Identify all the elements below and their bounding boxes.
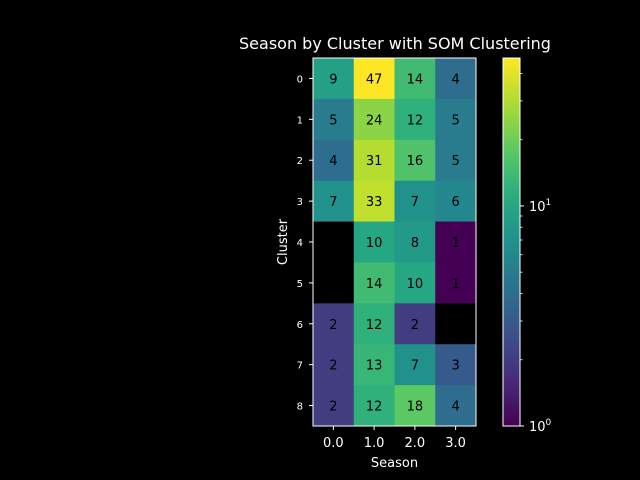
x-tick-label: 2.0	[405, 436, 426, 451]
cell-value-label: 2	[329, 318, 337, 333]
cell-value-label: 16	[407, 154, 424, 169]
heatmap-cell	[435, 180, 477, 223]
cell-value-label: 1	[451, 236, 459, 251]
heatmap-cell	[353, 221, 395, 263]
x-axis-label: Season	[371, 456, 418, 471]
heatmap-cell	[435, 221, 477, 263]
heatmap-cell	[313, 98, 355, 141]
heatmap-cell	[353, 180, 395, 223]
heatmap-cell	[394, 303, 436, 345]
cell-value-label: 10	[407, 277, 424, 292]
heatmap-cell	[435, 303, 477, 345]
heatmap-cell	[394, 262, 436, 304]
heatmap-cell	[435, 344, 477, 386]
cell-value-label: 24	[366, 113, 383, 128]
heatmap-cell	[394, 385, 436, 427]
cell-value-label: 7	[329, 195, 337, 210]
heatmap-cell	[394, 344, 436, 386]
cell-value-label: 2	[329, 400, 337, 415]
colorbar-axis: 100 101	[520, 73, 552, 435]
y-tick-label: 8	[297, 402, 303, 413]
y-tick-label: 4	[297, 238, 303, 249]
y-tick-label: 5	[297, 279, 303, 290]
x-tick-label: 0.0	[323, 436, 344, 451]
heatmap-cell	[435, 58, 477, 100]
heatmap-cell	[353, 344, 395, 386]
y-tick-label: 1	[297, 115, 303, 126]
cell-value-label: 4	[451, 72, 459, 87]
cell-value-label: 5	[451, 113, 459, 128]
y-axis: 0 1 2 3 4 5 6 7 8	[297, 74, 313, 413]
cell-value-label: 1	[451, 277, 459, 292]
cell-value-label: 9	[329, 72, 337, 87]
heatmap-cell	[353, 303, 395, 345]
cell-value-labels: 9 47 14 45 24 12 54 31 16 57 33 7 610 8 114 10 12 12 22 13 7…	[329, 72, 460, 414]
y-tick-label: 7	[297, 361, 303, 372]
cell-value-label: 14	[407, 72, 424, 87]
heatmap-cell	[353, 98, 395, 141]
heatmap-cell	[353, 262, 395, 304]
x-axis: 0.0 1.0 2.0 3.0	[323, 426, 466, 451]
cell-value-label: 7	[411, 195, 419, 210]
cell-value-label: 14	[366, 277, 383, 292]
heatmap-cell	[313, 180, 355, 223]
cell-value-label: 3	[451, 359, 459, 374]
heatmap-cell	[435, 262, 477, 304]
y-axis-label: Cluster	[276, 218, 291, 265]
cell-value-label: 7	[411, 359, 419, 374]
colorbar	[502, 57, 521, 427]
heatmap-cell	[394, 139, 436, 182]
cell-value-label: 5	[329, 113, 337, 128]
cell-value-label: 5	[451, 154, 459, 169]
heatmap-cell	[394, 221, 436, 263]
cell-value-label: 4	[451, 400, 459, 415]
y-tick-label: 6	[297, 320, 303, 331]
heatmap-cell	[313, 139, 355, 182]
cell-value-label: 12	[407, 113, 424, 128]
y-tick-label: 2	[297, 156, 303, 167]
y-tick-label: 0	[297, 74, 303, 85]
heatmap-cell	[435, 98, 477, 141]
heatmap-cell	[313, 385, 355, 427]
x-tick-label: 1.0	[364, 436, 385, 451]
cell-value-label: 4	[329, 154, 337, 169]
heatmap-cell	[394, 98, 436, 141]
heatmap-cell	[353, 139, 395, 182]
heatmap-cell	[353, 385, 395, 427]
cell-value-label: 18	[407, 400, 424, 415]
heatmap-cell	[313, 221, 355, 263]
cell-value-label: 6	[451, 195, 459, 210]
heatmap-cell	[313, 262, 355, 304]
cell-value-label: 8	[411, 236, 419, 251]
cell-value-label: 12	[366, 318, 383, 333]
cell-value-label: 33	[366, 195, 383, 210]
y-tick-label: 3	[297, 197, 303, 208]
chart-title: Season by Cluster with SOM Clustering	[239, 34, 551, 53]
heatmap-cell	[313, 303, 355, 345]
cell-value-label: 47	[366, 72, 383, 87]
heatmap-cell	[435, 139, 477, 182]
heatmap-cell	[313, 344, 355, 386]
heatmap-cell	[353, 58, 395, 100]
heatmap-cell	[394, 180, 436, 223]
colorbar-tick-label: 100	[529, 418, 552, 435]
heatmap-cell	[435, 385, 477, 427]
heatmap-cell	[313, 58, 355, 100]
cell-value-label: 31	[366, 154, 383, 169]
heatmap-cell	[394, 58, 436, 100]
cell-value-label: 12	[366, 400, 383, 415]
heatmap-cells	[313, 58, 477, 427]
cell-value-label: 2	[411, 318, 419, 333]
cell-value-label: 2	[329, 359, 337, 374]
x-tick-label: 3.0	[445, 436, 466, 451]
colorbar-tick-label: 101	[529, 198, 551, 215]
cell-value-label: 13	[366, 359, 383, 374]
cell-value-label: 10	[366, 236, 383, 251]
